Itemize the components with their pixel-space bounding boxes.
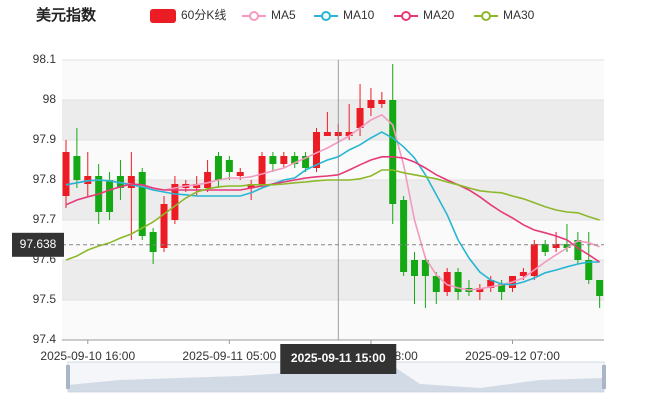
ma-line	[65, 131, 600, 286]
candle-body	[498, 284, 506, 292]
legend-dot	[321, 11, 331, 21]
crosshair-y-label: 97.638	[20, 237, 57, 251]
candle-body	[411, 260, 419, 276]
candle-body	[258, 156, 266, 184]
candle-body	[149, 232, 157, 252]
candle-body	[247, 184, 255, 188]
candle-body	[487, 280, 495, 288]
candle-body	[323, 132, 331, 136]
candle-body	[106, 180, 114, 212]
candle-body	[171, 184, 179, 220]
y-tick-label: 97.4	[33, 332, 57, 346]
candle-body	[62, 152, 70, 196]
candle-body	[454, 272, 462, 292]
candle-body	[541, 244, 549, 252]
crosshair-y-box	[12, 232, 64, 257]
candle-body	[530, 244, 538, 276]
legend-dot	[401, 11, 411, 21]
candle-body	[236, 172, 244, 176]
legend-label: MA10	[343, 8, 375, 22]
candle-body	[574, 240, 582, 260]
candle-body	[378, 100, 386, 104]
candle-body	[367, 100, 375, 108]
y-tick-label: 98.1	[33, 52, 57, 66]
candle-body	[563, 244, 571, 248]
ma-line	[65, 156, 601, 263]
zoom-handle[interactable]	[602, 365, 606, 389]
candle-body	[443, 272, 451, 292]
split-area	[62, 100, 604, 140]
split-area	[62, 60, 604, 100]
candle-body	[552, 244, 560, 248]
chart-title: 美元指数	[36, 6, 97, 24]
candle-body	[389, 100, 397, 204]
y-tick-label: 97.8	[33, 172, 57, 186]
x-tick-label: 2025-09-10 16:00	[40, 349, 135, 363]
candle-body	[596, 280, 604, 296]
candle-body	[345, 132, 353, 136]
zoom-preview	[68, 364, 604, 392]
candle-body	[193, 184, 201, 188]
candle-body	[214, 156, 222, 180]
y-tick-label: 97.9	[33, 132, 57, 146]
legend-label: MA20	[423, 8, 455, 22]
split-area	[62, 140, 604, 180]
y-tick-label: 97.7	[33, 212, 57, 226]
x-tick-label: 2025-09-11 05:00	[182, 349, 276, 363]
zoom-handle[interactable]	[66, 365, 70, 389]
y-tick-label: 97.5	[33, 292, 57, 306]
split-area	[62, 180, 604, 220]
candle-body	[302, 156, 310, 168]
legend-label: MA5	[271, 8, 296, 22]
legend-label: MA30	[503, 8, 535, 22]
candle-body	[160, 204, 168, 248]
candle-body	[269, 156, 277, 164]
split-area	[62, 260, 604, 300]
candle-body	[204, 172, 212, 188]
candle-body	[280, 156, 288, 164]
candle-body	[356, 108, 364, 128]
y-tick-label: 98	[43, 92, 57, 106]
candle-body	[225, 160, 233, 172]
legend-swatch	[150, 9, 176, 23]
crosshair-x-label: 2025-09-11 15:00	[291, 351, 386, 365]
candle-body	[519, 272, 527, 276]
crosshair-x-box	[280, 344, 397, 374]
candle-body	[138, 172, 146, 236]
candle-body	[127, 176, 135, 188]
legend-dot	[481, 11, 491, 21]
legend-label: 60分K线	[181, 8, 226, 22]
candle-body	[432, 276, 440, 292]
candle-body	[400, 200, 408, 272]
candle-body	[312, 132, 320, 168]
candle-body	[421, 260, 429, 276]
candle-body	[73, 156, 81, 180]
ma-line	[65, 169, 600, 261]
candle-body	[585, 260, 593, 280]
candle-body	[291, 156, 299, 164]
x-tick-label: 2025-09-12 07:00	[465, 349, 560, 363]
legend-dot	[249, 11, 259, 21]
split-area	[62, 300, 604, 340]
candle-body	[476, 288, 484, 292]
